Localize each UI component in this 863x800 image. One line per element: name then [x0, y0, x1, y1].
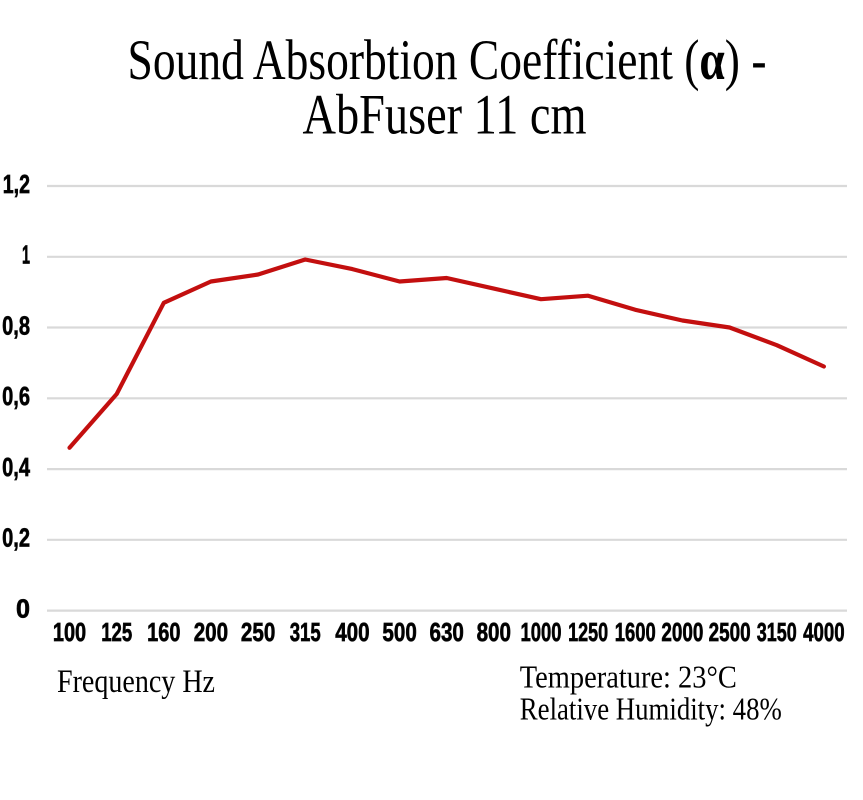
svg-text:200: 200: [194, 617, 228, 647]
svg-text:1: 1: [22, 240, 30, 270]
svg-text:2000: 2000: [661, 617, 703, 647]
svg-text:Sound Absorbtion Coefficient (: Sound Absorbtion Coefficient (α) -: [128, 29, 767, 92]
svg-text:800: 800: [477, 617, 511, 647]
svg-text:0: 0: [16, 593, 30, 623]
svg-text:0,2: 0,2: [2, 523, 30, 553]
svg-text:1250: 1250: [568, 617, 608, 647]
svg-text:3150: 3150: [757, 617, 797, 647]
svg-text:630: 630: [430, 617, 464, 647]
svg-text:125: 125: [101, 617, 132, 647]
svg-text:0,6: 0,6: [2, 381, 30, 411]
svg-text:Temperature: 23°C: Temperature: 23°C: [520, 659, 737, 695]
svg-text:Frequency Hz: Frequency Hz: [57, 664, 215, 700]
svg-text:500: 500: [382, 617, 416, 647]
svg-text:2500: 2500: [709, 617, 751, 647]
svg-text:1600: 1600: [615, 617, 656, 647]
svg-text:0,4: 0,4: [2, 452, 30, 482]
svg-text:4000: 4000: [803, 617, 845, 647]
svg-text:0,8: 0,8: [2, 310, 30, 340]
svg-text:AbFuser 11 cm: AbFuser 11 cm: [303, 83, 587, 146]
svg-text:160: 160: [147, 617, 180, 647]
svg-text:Relative Humidity: 48%: Relative Humidity: 48%: [520, 690, 782, 726]
svg-text:1000: 1000: [521, 617, 562, 647]
svg-text:400: 400: [335, 617, 369, 647]
svg-text:1,2: 1,2: [3, 169, 30, 199]
svg-text:100: 100: [53, 617, 86, 647]
svg-text:250: 250: [241, 617, 275, 647]
svg-text:315: 315: [290, 617, 321, 647]
